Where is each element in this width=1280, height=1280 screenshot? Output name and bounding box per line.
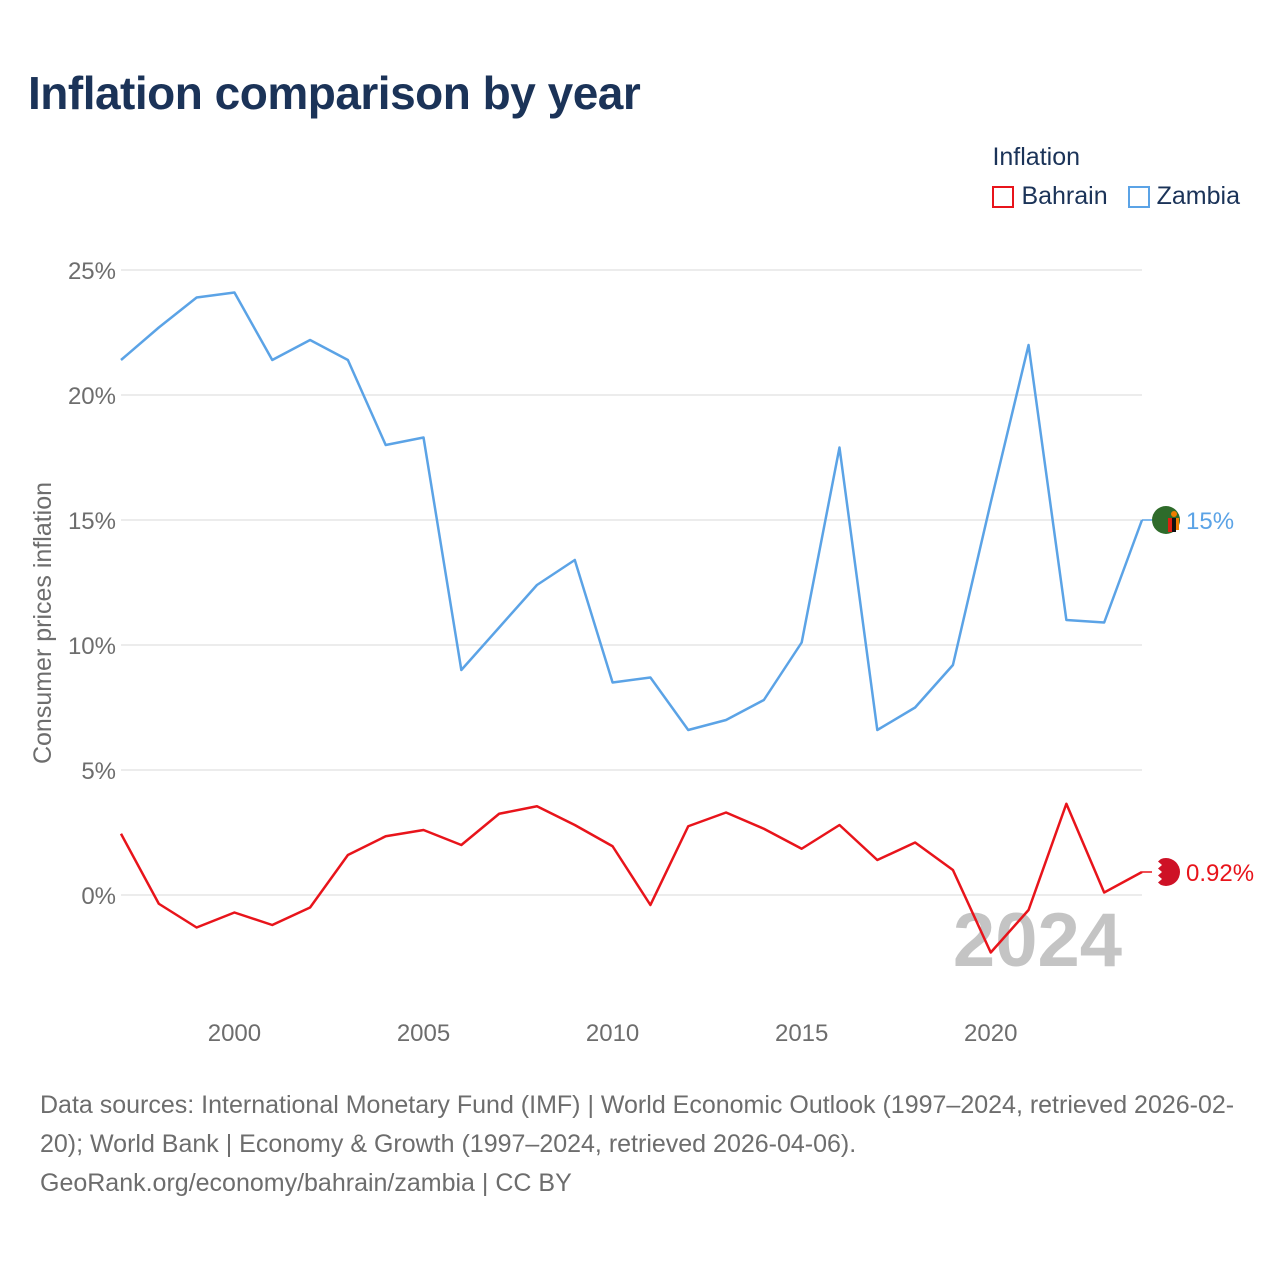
data-point-zambia[interactable] (647, 675, 653, 681)
source-credit-link[interactable]: GeoRank.org/economy/bahrain/zambia | CC … (40, 1169, 572, 1197)
data-point-bahrain[interactable] (118, 831, 124, 837)
data-point-zambia[interactable] (269, 357, 275, 363)
data-point-zambia[interactable] (496, 625, 502, 631)
data-point-zambia[interactable] (156, 325, 162, 331)
x-tick-label: 2015 (775, 1020, 828, 1047)
y-tick-label: 5% (81, 758, 116, 785)
data-point-zambia[interactable] (988, 500, 994, 506)
data-point-zambia[interactable] (194, 295, 200, 301)
data-point-bahrain[interactable] (231, 910, 237, 916)
data-point-zambia[interactable] (307, 337, 313, 343)
x-tick-label: 2020 (964, 1020, 1017, 1047)
end-value-label-zambia: 15% (1186, 508, 1234, 535)
legend: Inflation Bahrain Zambia (992, 143, 1240, 211)
legend-label-bahrain: Bahrain (1021, 182, 1108, 210)
data-point-bahrain[interactable] (458, 842, 464, 848)
data-point-bahrain[interactable] (269, 922, 275, 928)
data-point-bahrain[interactable] (647, 902, 653, 908)
data-point-zambia[interactable] (534, 582, 540, 588)
data-point-zambia[interactable] (118, 357, 124, 363)
data-point-bahrain[interactable] (723, 810, 729, 816)
data-point-bahrain[interactable] (950, 867, 956, 873)
data-point-bahrain[interactable] (1026, 907, 1032, 913)
data-point-bahrain[interactable] (156, 901, 162, 907)
series-line-zambia[interactable] (120, 291, 1144, 732)
data-point-zambia[interactable] (723, 717, 729, 723)
y-tick-label: 15% (68, 508, 116, 535)
y-tick-label: 0% (81, 883, 116, 910)
data-point-zambia[interactable] (383, 442, 389, 448)
data-point-bahrain[interactable] (685, 823, 691, 829)
data-point-zambia[interactable] (572, 557, 578, 563)
x-tick-label: 2000 (208, 1020, 261, 1047)
data-point-zambia[interactable] (761, 697, 767, 703)
flag-zambia-icon (1152, 506, 1180, 534)
data-point-bahrain[interactable] (610, 843, 616, 849)
legend-swatch-bahrain (992, 185, 1015, 208)
data-point-zambia[interactable] (610, 680, 616, 686)
data-point-bahrain[interactable] (534, 803, 540, 809)
data-point-zambia[interactable] (231, 290, 237, 296)
data-point-zambia[interactable] (950, 662, 956, 668)
data-point-bahrain[interactable] (874, 857, 880, 863)
data-sources: Data sources: International Monetary Fun… (40, 1086, 1250, 1203)
series-line-bahrain[interactable] (119, 802, 1143, 954)
year-watermark: 2024 (953, 898, 1122, 983)
sources-text: Data sources: International Monetary Fun… (40, 1091, 1235, 1158)
x-tick-label: 2005 (397, 1020, 450, 1047)
data-point-zambia[interactable] (685, 727, 691, 733)
data-point-bahrain[interactable] (194, 925, 200, 931)
data-point-bahrain[interactable] (572, 822, 578, 828)
end-value-label-bahrain: 0.92% (1186, 860, 1254, 887)
data-point-zambia[interactable] (799, 640, 805, 646)
y-tick-label: 20% (68, 383, 116, 410)
y-tick-label: 10% (68, 633, 116, 660)
x-tick-label: 2010 (586, 1020, 639, 1047)
data-point-bahrain[interactable] (836, 822, 842, 828)
legend-item-bahrain[interactable]: Bahrain (992, 182, 1108, 211)
data-point-bahrain[interactable] (1101, 890, 1107, 896)
series-layer (118, 290, 1144, 956)
data-point-bahrain[interactable] (912, 840, 918, 846)
data-point-bahrain[interactable] (988, 950, 994, 956)
line-chart: 0% 5% 10% 15% 20% 25% 2000 2005 2010 2015 2020 Co… (29, 258, 1254, 1047)
legend-title: Inflation (992, 143, 1081, 171)
gridlines (121, 269, 1142, 896)
legend-swatch-zambia (1127, 185, 1150, 208)
data-point-bahrain[interactable] (421, 827, 427, 833)
data-point-zambia[interactable] (1101, 620, 1107, 626)
data-point-bahrain[interactable] (761, 826, 767, 832)
legend-label-zambia: Zambia (1156, 182, 1240, 210)
data-point-zambia[interactable] (836, 445, 842, 451)
data-point-zambia[interactable] (912, 705, 918, 711)
data-point-bahrain[interactable] (799, 846, 805, 852)
data-point-zambia[interactable] (874, 727, 880, 733)
data-point-bahrain[interactable] (383, 833, 389, 839)
data-point-zambia[interactable] (1063, 617, 1069, 623)
data-point-bahrain[interactable] (496, 811, 502, 817)
data-point-zambia[interactable] (458, 667, 464, 673)
y-tick-label: 25% (68, 258, 116, 285)
chart-title: Inflation comparison by year (28, 67, 641, 119)
data-point-bahrain[interactable] (345, 852, 351, 858)
data-point-bahrain[interactable] (1063, 801, 1069, 807)
data-point-zambia[interactable] (1026, 342, 1032, 348)
series-end-markers: 0.92% 15% (1142, 506, 1254, 887)
flag-bahrain-icon (1152, 858, 1180, 886)
data-point-zambia[interactable] (421, 435, 427, 441)
data-point-zambia[interactable] (345, 357, 351, 363)
y-axis-label: Consumer prices inflation (29, 482, 57, 764)
x-axis-ticks: 2000 2005 2010 2015 2020 (208, 1020, 1018, 1047)
y-axis-ticks: 0% 5% 10% 15% 20% 25% (68, 258, 116, 910)
legend-item-zambia[interactable]: Zambia (1127, 182, 1240, 211)
data-point-bahrain[interactable] (307, 905, 313, 911)
